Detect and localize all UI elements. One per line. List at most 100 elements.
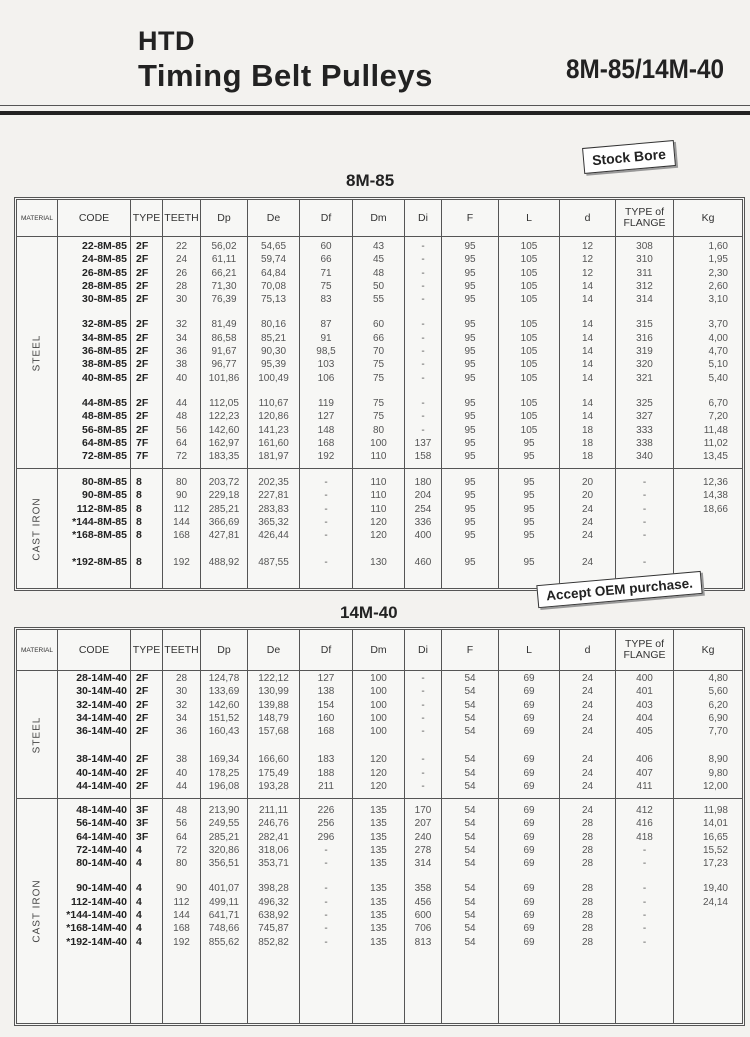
table-cell: 105 [520,424,538,436]
table-cell: 11,98 [703,805,728,816]
table-cell: - [421,424,425,436]
table-cell: 18,66 [702,503,728,515]
table-cell: 246,76 [258,818,289,830]
table-cell: 168 [173,923,190,935]
table-cell: - [421,726,425,738]
table-cell: 22 [175,241,188,252]
table-cell: - [642,923,647,935]
table-cell: 196,08 [208,781,240,793]
table-cell: - [642,910,647,922]
table-cell: 95 [464,397,476,409]
table-cell: 48 [175,411,188,423]
column-de: 122,12 130,99 139,88 148,79 157,68 166,60 175,… [248,671,300,798]
column-di: 180 204 254 336 400 460 [405,469,442,588]
table-cell: 112 [173,503,190,515]
table-cell: 40 [175,372,188,384]
table-cell: 2F [136,685,149,698]
table-cell: - [421,767,425,779]
table-cell: 24 [581,767,594,779]
column-teeth: 48 56 64 72 80 90 112 144 168 192 [163,799,201,1023]
table-cell: 90 [175,490,188,502]
table-cell: 105 [520,397,538,409]
table-cell: 28-8M-85 [82,279,127,292]
table-cell: - [421,280,425,292]
table-cell: 119 [318,397,334,409]
table-cell: 64 [175,437,188,449]
table-cell: 69 [523,923,535,935]
table-cell: 3,10 [708,294,728,306]
table-cell: 54 [464,818,476,830]
table-cell: 14 [581,294,594,306]
table-cell: - [421,397,425,409]
table-cell: 211,11 [258,805,289,816]
column-kg: 4,80 5,60 6,20 6,90 7,70 8,90 9,80 12,00 [674,671,742,798]
table-cell: 110 [370,477,387,488]
column-dp: 213,90 249,55 285,21 320,86 356,51 401,07 499,… [201,799,248,1023]
table-cell: 240 [414,831,432,843]
table-cell: 40 [175,767,188,779]
column-header-d: d [560,630,616,670]
table-cell: 314 [414,858,432,870]
table-cell: 2F [136,753,149,766]
table-cell: 130,99 [258,686,289,698]
table-cell: 142,60 [208,699,240,711]
table-cell: 12 [581,241,594,252]
table-cell: 105 [520,332,538,344]
table-cell: 28-14M-40 [76,672,127,684]
table-cell: 54 [464,858,476,870]
table-cell: 30 [175,294,188,306]
table-cell: 80 [372,424,385,436]
table-cell: 95 [464,503,476,515]
column-code: 28-14M-40 30-14M-40 32-14M-40 34-14M-40 36-1… [58,671,131,798]
table-cell: 75 [372,411,385,423]
table-cell: 11,02 [703,437,728,449]
table-cell: 110 [370,451,387,463]
table-cell: 24-8M-85 [82,253,127,266]
table-cell: 168 [317,437,335,449]
table-cell: 69 [523,805,535,816]
table-cell: 64 [175,831,188,843]
table-cell: 14 [581,411,594,423]
column-df: 60 66 71 75 83 87 91 98,5 103 106 119 127 148 168 192 [300,237,353,468]
material-cell: STEEL [17,237,58,468]
table-cell: 338 [636,437,653,449]
table-cell: 103 [317,359,335,371]
table-cell: 69 [523,686,535,698]
table-cell: 54 [464,754,476,766]
table-cell: 418 [636,831,653,843]
table-cell: 416 [636,818,653,830]
table-cell: 24 [581,712,594,724]
table-cell: 100 [370,699,387,711]
table-cell: 15,52 [702,844,728,856]
column-flange-type: 412 416 418- - - - - - - [616,799,674,1023]
table-cell: 285,21 [208,831,240,843]
table-cell: 6,70 [708,397,728,409]
table-cell: 7F [136,436,149,449]
table-cell: 137 [414,437,432,449]
table-cell: 95 [523,516,535,528]
table-cell: 1,95 [708,254,728,266]
column-kg: 11,98 14,01 16,65 15,52 17,23 19,40 24,14 [674,799,742,1023]
table-cell: 75 [372,397,385,409]
table-cell: 2F [136,331,149,344]
column-f: 95 95 95 95 95 95 [442,469,499,588]
table-cell: - [421,673,425,684]
table-cell: 24 [581,726,594,738]
column-header-dp: Dp [201,630,248,670]
table-cell: 401,07 [208,883,240,895]
table-cell: 283,83 [258,503,289,515]
table-cell: 14 [581,280,594,292]
table-cell: 90-14M-40 [76,882,127,895]
table-cell: 75 [320,280,332,292]
column-header-de: De [248,200,300,236]
table-cell: 412 [636,805,653,816]
column-l: 69 69 69 69 69 69 69 69 [499,671,560,798]
table-cell: 69 [523,858,535,870]
table-cell: 6,90 [708,712,728,724]
table-cell: 112,05 [209,397,239,409]
table-cell: 254 [414,503,432,515]
table-cell: 105 [520,346,538,358]
table-cell: 14 [581,346,594,358]
column-header-df: Df [300,200,353,236]
